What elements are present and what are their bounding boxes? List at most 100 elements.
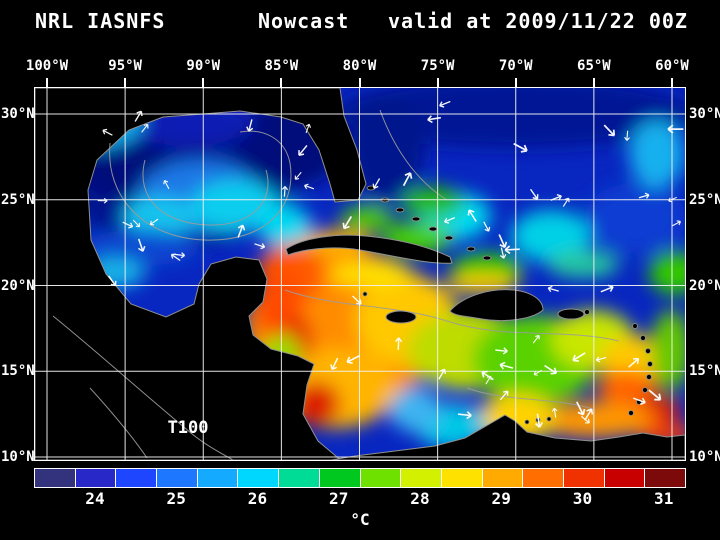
- current-arrow: [294, 171, 302, 180]
- colorbar-units: °C: [350, 510, 370, 529]
- land-north-central-america: [35, 88, 367, 460]
- lon-tick-label: 60°W: [655, 58, 689, 74]
- current-arrow: [438, 368, 447, 380]
- current-arrow: [562, 197, 570, 207]
- lon-tick-label: 75°W: [420, 58, 455, 74]
- current-arrow: [402, 172, 413, 187]
- current-arrow: [305, 123, 311, 134]
- longitude-axis: 100°W 95°W 90°W 85°W 80°W 75°W 70°W 65°W 60°W: [0, 58, 720, 88]
- lon-tick-label: 100°W: [25, 58, 69, 74]
- colorbar-segment: [563, 469, 605, 487]
- current-arrow: [499, 247, 507, 259]
- current-arrow: [237, 224, 246, 238]
- current-arrow: [624, 130, 630, 141]
- colorbar-segment: [35, 469, 76, 487]
- current-arrow: [372, 178, 381, 189]
- land-south-america: [330, 414, 685, 460]
- island-puerto-rico: [557, 308, 585, 320]
- current-arrow: [141, 123, 149, 133]
- current-arrow: [499, 390, 509, 401]
- current-arrow: [547, 285, 559, 293]
- current-arrow: [444, 217, 455, 224]
- colorbar-tick-label: 24: [85, 489, 105, 508]
- current-arrow: [550, 194, 562, 201]
- current-arrow: [633, 397, 646, 405]
- current-arrow: [346, 355, 360, 365]
- lat-tick-label: 20°N: [689, 277, 720, 294]
- land-layer: [35, 88, 685, 460]
- colorbar-tick-label: 27: [329, 489, 349, 508]
- map-canvas: T100: [35, 88, 685, 460]
- current-arrow: [600, 284, 614, 293]
- colorbar-segment: [482, 469, 524, 487]
- lat-tick-label: 15°N: [689, 363, 720, 380]
- current-arrow: [134, 110, 143, 122]
- colorbar-tick-label: 25: [166, 489, 186, 508]
- colorbar-segment: [360, 469, 402, 487]
- axis-tick: [671, 78, 673, 87]
- island-hispaniola: [449, 289, 544, 322]
- current-arrow: [352, 295, 362, 305]
- current-arrow: [504, 245, 520, 255]
- islands-lesser-antilles: [362, 291, 653, 425]
- title-model: NRL IASNFS: [35, 9, 166, 33]
- current-arrow: [427, 115, 441, 124]
- lat-tick-label: 25°N: [1, 191, 35, 208]
- current-arrow: [254, 243, 266, 250]
- graticule: [35, 88, 685, 460]
- title-product: Nowcast: [258, 9, 350, 33]
- current-arrow: [439, 100, 451, 108]
- lat-tick-label: 20°N: [1, 277, 35, 294]
- axis-tick: [46, 78, 48, 87]
- lon-tick-label: 65°W: [577, 58, 611, 74]
- current-arrow: [572, 352, 586, 362]
- axis-tick: [124, 78, 127, 87]
- colorbar-segment: [75, 469, 117, 487]
- lat-tick-label: 30°N: [1, 106, 35, 122]
- current-vectors: [97, 100, 684, 428]
- axis-tick: [514, 78, 517, 87]
- current-arrow: [132, 219, 141, 228]
- current-arrow: [595, 356, 607, 363]
- current-arrow: [638, 192, 650, 199]
- axis-tick: [280, 78, 283, 87]
- lat-tick-label: 10°N: [1, 449, 35, 465]
- colorbar-segment: [238, 469, 280, 487]
- lon-tick-label: 85°W: [264, 58, 299, 74]
- lon-tick-label: 90°W: [186, 58, 221, 74]
- current-arrow: [102, 128, 113, 136]
- current-arrow: [584, 408, 594, 421]
- current-arrow: [551, 407, 558, 418]
- current-arrow: [671, 220, 682, 227]
- current-arrow: [163, 179, 170, 190]
- colorbar-segment: [197, 469, 239, 487]
- current-arrow: [137, 238, 146, 252]
- lon-tick-label: 95°W: [108, 58, 142, 74]
- colorbar-segment: [604, 469, 646, 487]
- lat-tick-label: 15°N: [1, 363, 35, 380]
- current-arrow: [580, 415, 590, 424]
- current-arrow: [108, 275, 117, 287]
- axis-tick: [436, 78, 439, 87]
- axis-tick: [358, 78, 361, 87]
- current-arrow: [342, 215, 353, 230]
- colorbar-tick-label: 31: [654, 489, 674, 508]
- current-arrow: [246, 119, 254, 132]
- current-arrow: [170, 253, 181, 262]
- colorbar-segment: [157, 469, 198, 487]
- lon-tick-label: 70°W: [498, 58, 533, 74]
- current-arrow: [304, 183, 315, 190]
- colorbar-tick-label: 30: [572, 489, 593, 508]
- current-arrow: [529, 188, 539, 200]
- current-arrow: [534, 413, 544, 428]
- axis-tick: [202, 78, 205, 87]
- island-cuba: [285, 234, 453, 264]
- current-arrow: [457, 411, 472, 420]
- current-arrow: [122, 221, 134, 229]
- current-arrow: [97, 197, 108, 204]
- colorbar: [34, 468, 686, 488]
- current-arrow: [174, 252, 186, 259]
- current-arrow: [298, 144, 308, 156]
- lon-tick-label: 80°W: [342, 58, 377, 74]
